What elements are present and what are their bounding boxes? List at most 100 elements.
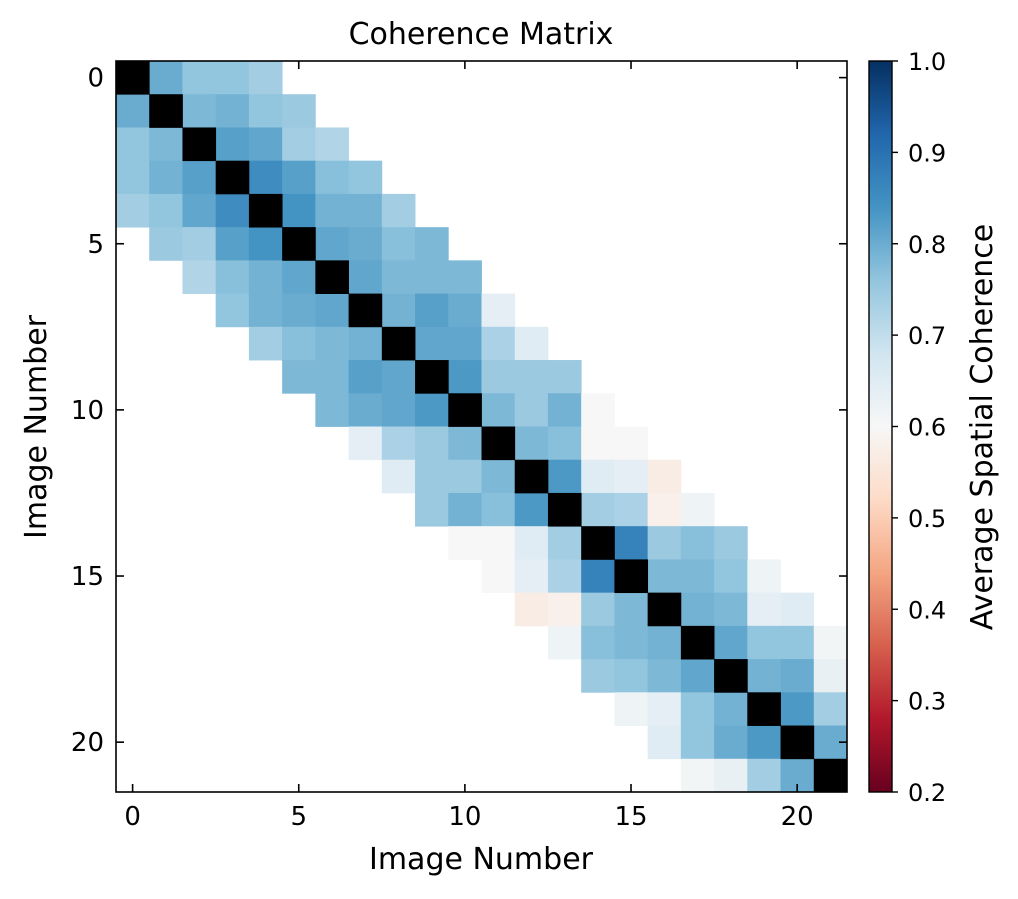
y-tick-label: 20	[71, 728, 104, 758]
heatmap-cell	[547, 559, 582, 594]
heatmap-cell	[647, 492, 682, 527]
heatmap-cell	[581, 459, 615, 494]
heatmap-cell	[481, 393, 516, 427]
heatmap-cell	[581, 393, 615, 427]
heatmap-cell	[614, 692, 649, 726]
colorbar-tick-label: 0.6	[908, 414, 946, 442]
heatmap-cell	[315, 326, 349, 361]
heatmap-cell	[581, 492, 615, 527]
heatmap-cell	[614, 492, 649, 527]
heatmap-cell	[680, 692, 715, 726]
heatmap-cell	[614, 625, 649, 660]
x-axis-label: Image Number	[369, 842, 594, 877]
heatmap-cell	[315, 193, 349, 228]
diagonal-cell	[381, 326, 416, 361]
diagonal-cell	[448, 393, 482, 427]
heatmap-cell	[647, 692, 682, 726]
colorbar-tick-label: 0.8	[908, 231, 946, 259]
heatmap-cell	[415, 227, 449, 261]
heatmap-cell	[448, 459, 482, 494]
heatmap-cell	[116, 127, 150, 162]
heatmap-cell	[182, 61, 217, 95]
heatmap-cell	[547, 426, 582, 461]
heatmap-cell	[381, 459, 416, 494]
heatmap-cell	[481, 526, 516, 560]
x-tick-label: 5	[290, 802, 307, 832]
heatmap-cell	[348, 326, 383, 361]
heatmap-cell	[481, 492, 516, 527]
heatmap-cell	[780, 592, 815, 627]
heatmap-cell	[448, 426, 482, 461]
diagonal-cell	[780, 725, 815, 760]
heatmap-cell	[116, 94, 150, 128]
heatmap-cell	[381, 227, 416, 261]
heatmap-cell	[182, 260, 217, 294]
heatmap-cell	[680, 592, 715, 627]
heatmap-cell	[248, 94, 283, 128]
heatmap-cell	[747, 659, 781, 693]
heatmap-cell	[448, 526, 482, 560]
heatmap-cell	[747, 725, 781, 760]
heatmap-cell	[149, 127, 183, 162]
heatmap-cell	[581, 559, 615, 594]
x-tick-label: 20	[781, 802, 814, 832]
diagonal-cell	[282, 227, 316, 261]
heatmap-cell	[714, 592, 748, 627]
heatmap-cell	[248, 326, 283, 361]
heatmap-cell	[348, 160, 383, 195]
heatmap-cell	[547, 459, 582, 494]
heatmap-cell	[448, 360, 482, 394]
heatmap-cell	[547, 526, 582, 560]
heatmap-cell	[614, 459, 649, 494]
heatmap-cell	[747, 592, 781, 627]
heatmap-cell	[215, 193, 250, 228]
diagonal-cell	[415, 360, 449, 394]
y-axis-label: Image Number	[19, 314, 54, 539]
heatmap-cell	[248, 127, 283, 162]
heatmap-cell	[348, 426, 383, 461]
diagonal-cell	[348, 293, 383, 328]
heatmap-cell	[248, 227, 283, 261]
heatmap-cell	[315, 160, 349, 195]
diagonal-cell	[614, 559, 649, 594]
heatmap-cell	[514, 526, 549, 560]
heatmap-cell	[215, 227, 250, 261]
diagonal-cell	[315, 260, 349, 294]
heatmap-cell	[714, 526, 748, 560]
heatmap-cell	[481, 293, 516, 328]
diagonal-cell	[680, 625, 715, 660]
heatmap-cell	[780, 659, 815, 693]
heatmap-cell	[215, 293, 250, 328]
heatmap-diagonal	[116, 61, 848, 793]
heatmap-cell	[547, 592, 582, 627]
heatmap-cell	[315, 393, 349, 427]
axis-ticks: 0 5 10 15 20 0 5 10 15 20	[71, 61, 847, 832]
heatmap-cell	[116, 160, 150, 195]
y-tick-label: 0	[87, 64, 104, 94]
heatmap-cell	[182, 160, 217, 195]
heatmap-cell	[381, 260, 416, 294]
heatmap-cell	[415, 459, 449, 494]
heatmap-cell	[215, 260, 250, 294]
heatmap-cell	[415, 326, 449, 361]
y-tick-label: 15	[71, 562, 104, 592]
heatmap-cell	[680, 659, 715, 693]
heatmap-cell	[448, 326, 482, 361]
heatmap-cell	[614, 426, 649, 461]
diagonal-cell	[547, 492, 582, 527]
colorbar-tick-label: 0.3	[908, 688, 946, 716]
heatmap-cell	[614, 659, 649, 693]
heatmap-cell	[581, 659, 615, 693]
heatmap-cell	[215, 94, 250, 128]
colorbar-ticks: 0.2 0.3 0.4 0.5 0.6 0.7 0.8 0.9 1.0	[892, 48, 946, 807]
heatmap-cell	[348, 193, 383, 228]
diagonal-cell	[581, 526, 615, 560]
heatmap-cell	[813, 692, 848, 726]
heatmap-cell	[282, 326, 316, 361]
heatmap-cell	[714, 725, 748, 760]
heatmap-cell	[813, 625, 848, 660]
chart-title: Coherence Matrix	[349, 17, 614, 52]
heatmap-cell	[282, 127, 316, 162]
heatmap-cell	[215, 127, 250, 162]
